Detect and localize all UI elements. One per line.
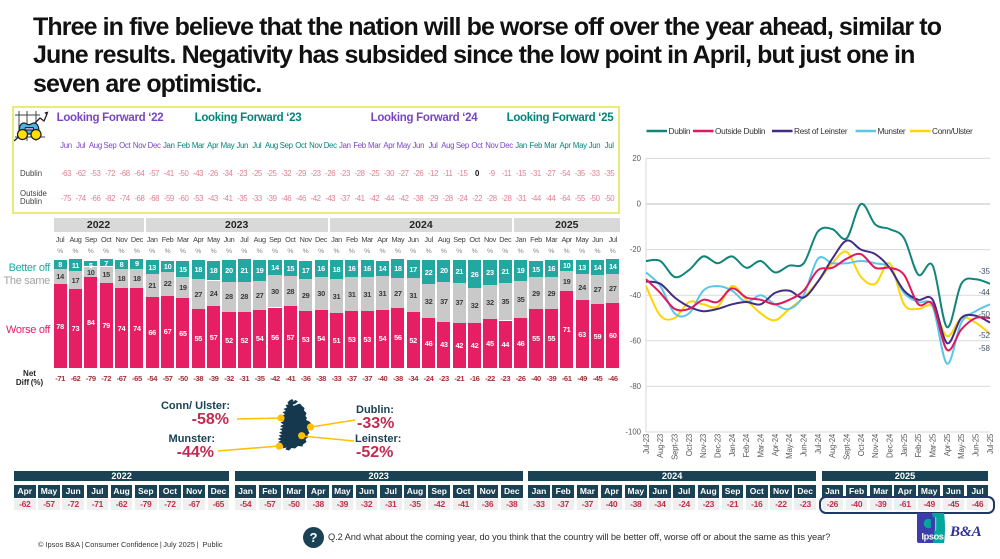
svg-text:-20: -20 [630,245,642,254]
svg-text:Apr-25: Apr-25 [943,433,952,456]
svg-text:-40: -40 [630,291,642,300]
svg-text:Aug-23: Aug-23 [656,434,665,458]
svg-text:Jul-25: Jul-25 [986,433,995,454]
svg-text:Jun-25: Jun-25 [972,433,981,457]
svg-text:Feb-24: Feb-24 [742,433,751,457]
svg-text:-60: -60 [630,336,642,345]
svg-text:Apr-24: Apr-24 [771,433,780,456]
svg-text:-35: -35 [978,267,990,276]
svg-text:Sept-23: Sept-23 [671,434,680,460]
svg-text:-44: -44 [978,288,990,297]
svg-text:-50: -50 [978,310,990,319]
svg-text:0: 0 [637,200,642,209]
svg-text:20: 20 [632,154,641,163]
svg-text:-52: -52 [978,331,990,340]
svg-text:Conn/Ulster: Conn/Ulster [932,126,973,136]
svg-text:Outside Dublin: Outside Dublin [715,126,766,136]
svg-text:-100: -100 [625,428,641,437]
svg-text:Jul-23: Jul-23 [642,434,651,454]
svg-text:Oct-23: Oct-23 [685,434,694,456]
svg-text:-58: -58 [978,344,990,353]
svg-text:-80: -80 [630,382,642,391]
svg-text:Nov-24: Nov-24 [871,433,880,458]
svg-text:Ipsos: Ipsos [922,532,944,542]
svg-text:Jul-24: Jul-24 [814,433,823,454]
svg-text:Jan-24: Jan-24 [728,433,737,457]
svg-text:May-24: May-24 [785,433,794,459]
svg-text:Dec-23: Dec-23 [714,434,723,458]
svg-text:May-25: May-25 [957,433,966,459]
svg-text:Rest of Leinster: Rest of Leinster [794,126,848,136]
svg-text:Dublin: Dublin [669,126,691,136]
svg-text:Oct-24: Oct-24 [857,433,866,456]
svg-text:Nov-23: Nov-23 [699,434,708,458]
svg-text:Mar-25: Mar-25 [929,433,938,457]
svg-text:Jan-25: Jan-25 [900,433,909,457]
svg-text:Dec-24: Dec-24 [886,433,895,458]
svg-text:Sept-24: Sept-24 [843,433,852,460]
svg-text:Feb-25: Feb-25 [914,433,923,457]
svg-text:Mar-24: Mar-24 [757,433,766,457]
svg-text:Jun-24: Jun-24 [800,433,809,457]
svg-text:Aug-24: Aug-24 [828,433,837,458]
svg-text:Munster: Munster [878,126,906,136]
